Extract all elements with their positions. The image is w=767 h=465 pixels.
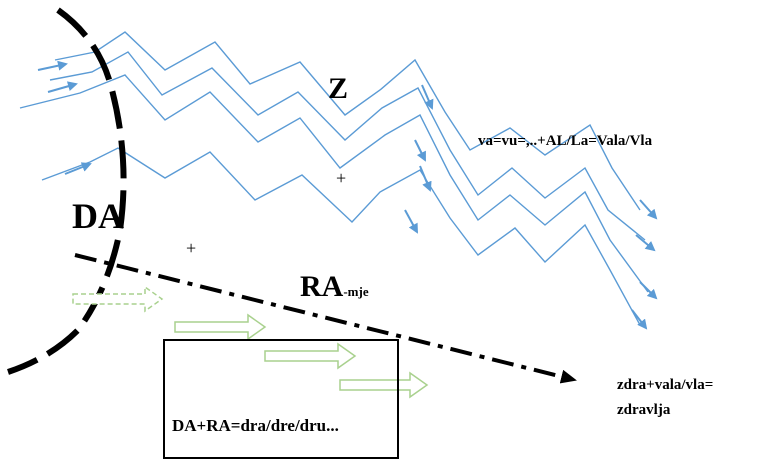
label-zdra-line2: zdravlja: [617, 402, 671, 418]
label-ra-main: RA: [300, 270, 344, 303]
wave-line-2: [49, 51, 646, 241]
blue-arrow-right-3: [639, 281, 658, 300]
label-va-formula: va=vu=,..+AL/La=Vala/Vla: [478, 133, 653, 149]
blue-arrow-left-2: [47, 81, 78, 93]
plus-sign-lower: +: [186, 238, 197, 258]
label-z: Z: [328, 72, 349, 105]
green-arrows: [72, 285, 429, 399]
blue-arrow-down-3: [419, 165, 432, 192]
wave-line-1: [54, 31, 641, 211]
label-zdra-line1: zdra+vala/vla=: [617, 377, 714, 393]
black-dashed-curve: [7, 7, 127, 375]
blue-arrow-down-1: [421, 84, 434, 110]
wave-line-4: [41, 147, 641, 326]
green-arrow-1: [72, 285, 164, 313]
wave-lines: [19, 31, 649, 326]
blue-arrows: [37, 60, 658, 330]
formula-box: [163, 339, 399, 459]
label-box-formula: DA+RA=dra/dre/dru...: [172, 416, 339, 435]
blue-arrow-left-3: [64, 162, 92, 175]
blue-arrow-right-4: [631, 309, 648, 330]
plus-sign-upper: +: [336, 168, 347, 188]
wave-line-3: [19, 74, 649, 293]
label-ra: RA-mje: [300, 270, 369, 304]
blue-arrow-left-1: [37, 60, 68, 71]
label-da: DA: [72, 196, 124, 236]
green-arrow-2: [174, 313, 267, 341]
green-arrow-4: [339, 371, 429, 399]
blue-arrow-down-4: [404, 209, 418, 234]
blue-arrow-down-2: [414, 139, 426, 162]
label-ra-subscript: -mje: [343, 284, 369, 299]
blue-arrow-right-1: [639, 199, 658, 220]
green-arrow-3: [264, 342, 357, 370]
blue-arrow-right-2: [635, 234, 656, 252]
